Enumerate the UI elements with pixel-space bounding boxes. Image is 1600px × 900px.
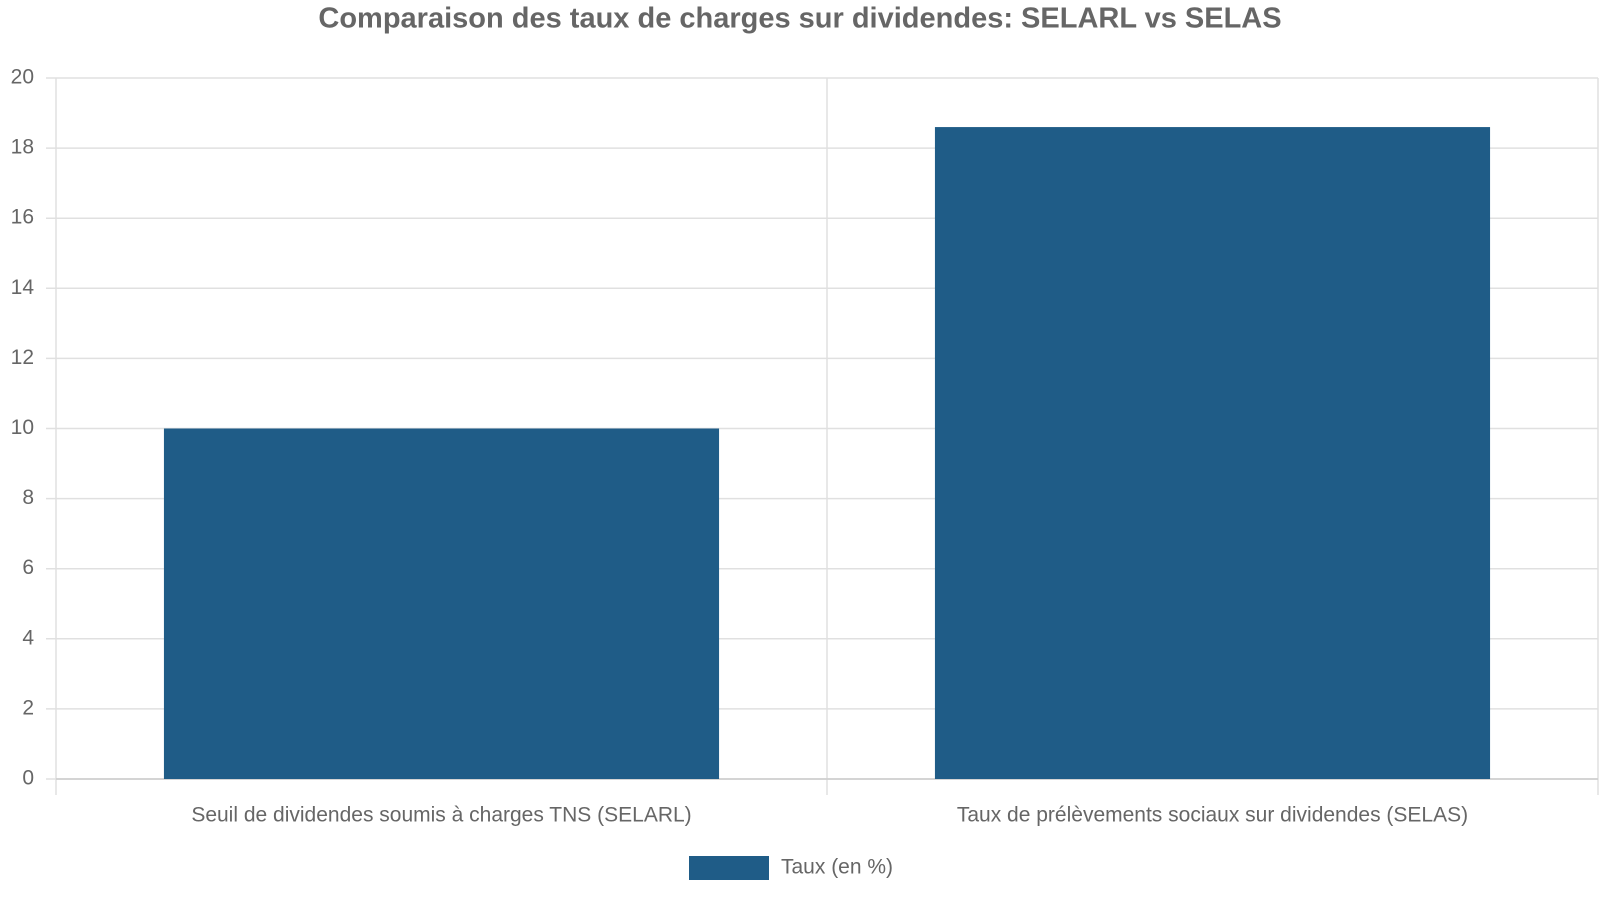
x-tick-label: Seuil de dividendes soumis à charges TNS… bbox=[191, 804, 691, 827]
y-tick-label: 4 bbox=[22, 626, 34, 649]
y-tick-label: 18 bbox=[11, 136, 34, 159]
legend-label: Taux (en %) bbox=[781, 856, 893, 879]
y-tick-label: 0 bbox=[22, 767, 34, 790]
y-tick-label: 16 bbox=[11, 206, 34, 229]
y-tick-label: 12 bbox=[11, 346, 34, 369]
y-tick-label: 10 bbox=[11, 416, 34, 439]
legend-swatch bbox=[689, 856, 769, 880]
y-tick-label: 8 bbox=[22, 486, 34, 509]
y-tick-label: 20 bbox=[11, 66, 34, 89]
bar bbox=[934, 127, 1491, 779]
chart-title: Comparaison des taux de charges sur divi… bbox=[318, 3, 1281, 35]
y-tick-label: 14 bbox=[11, 276, 35, 299]
y-tick-label: 2 bbox=[22, 696, 34, 719]
x-tick-label: Taux de prélèvements sociaux sur dividen… bbox=[957, 804, 1468, 827]
y-tick-label: 6 bbox=[22, 556, 34, 579]
bar bbox=[163, 428, 720, 779]
